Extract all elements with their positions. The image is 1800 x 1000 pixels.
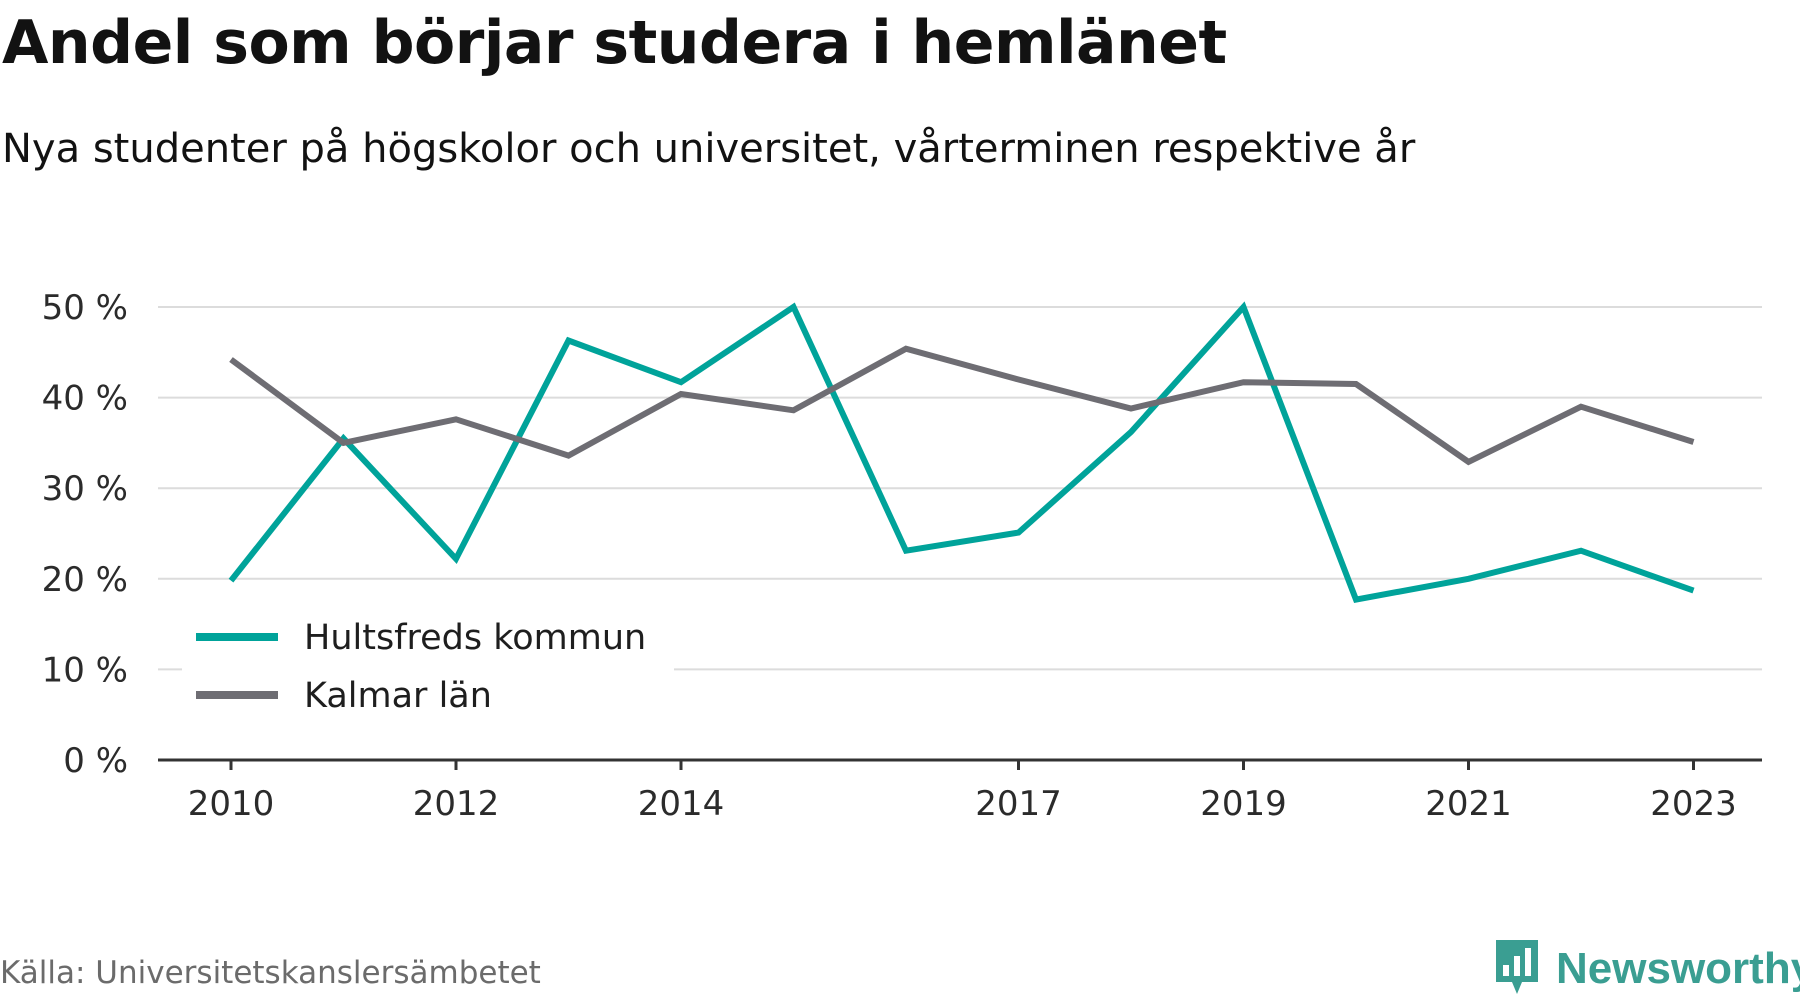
chart-title: Andel som börjar studera i hemlänet (2, 8, 1227, 78)
brand-logo: Newsworthy (1492, 938, 1800, 1000)
y-tick-label: 0 % (63, 741, 128, 781)
source-note: Källa: Universitetskanslersämbetet (0, 955, 541, 991)
series-line-1 (228, 301, 1695, 604)
series-line-2 (229, 345, 1695, 466)
legend-label: Kalmar län (304, 676, 492, 716)
y-tick-label: 10 % (42, 650, 128, 690)
line-chart: 0 % 10 % 20 % 30 % 40 % 50 % 2010 2012 2014 2017… (42, 288, 1762, 824)
y-tick-label: 50 % (42, 288, 128, 328)
y-tick-label: 30 % (42, 469, 128, 509)
x-tick-label: 2010 (188, 784, 275, 824)
brand-name: Newsworthy (1556, 944, 1800, 993)
newsworthy-logo-icon (1492, 938, 1542, 1000)
y-tick-label: 20 % (42, 560, 128, 600)
x-tick-label: 2014 (638, 784, 725, 824)
legend: Hultsfreds kommun Kalmar län (182, 603, 674, 716)
x-tick-label: 2023 (1650, 784, 1737, 824)
chart-subtitle: Nya studenter på högskolor och universit… (2, 126, 1416, 172)
series-lines (228, 301, 1695, 604)
x-tick-label: 2021 (1425, 784, 1512, 824)
y-axis-ticks: 0 % 10 % 20 % 30 % 40 % 50 % (42, 288, 128, 781)
y-tick-label: 40 % (42, 379, 128, 419)
x-tick-label: 2017 (975, 784, 1062, 824)
x-tick-label: 2019 (1200, 784, 1287, 824)
legend-label: Hultsfreds kommun (304, 618, 646, 658)
x-tick-label: 2012 (413, 784, 500, 824)
x-axis: 2010 2012 2014 2017 2019 2021 2023 (158, 758, 1762, 824)
